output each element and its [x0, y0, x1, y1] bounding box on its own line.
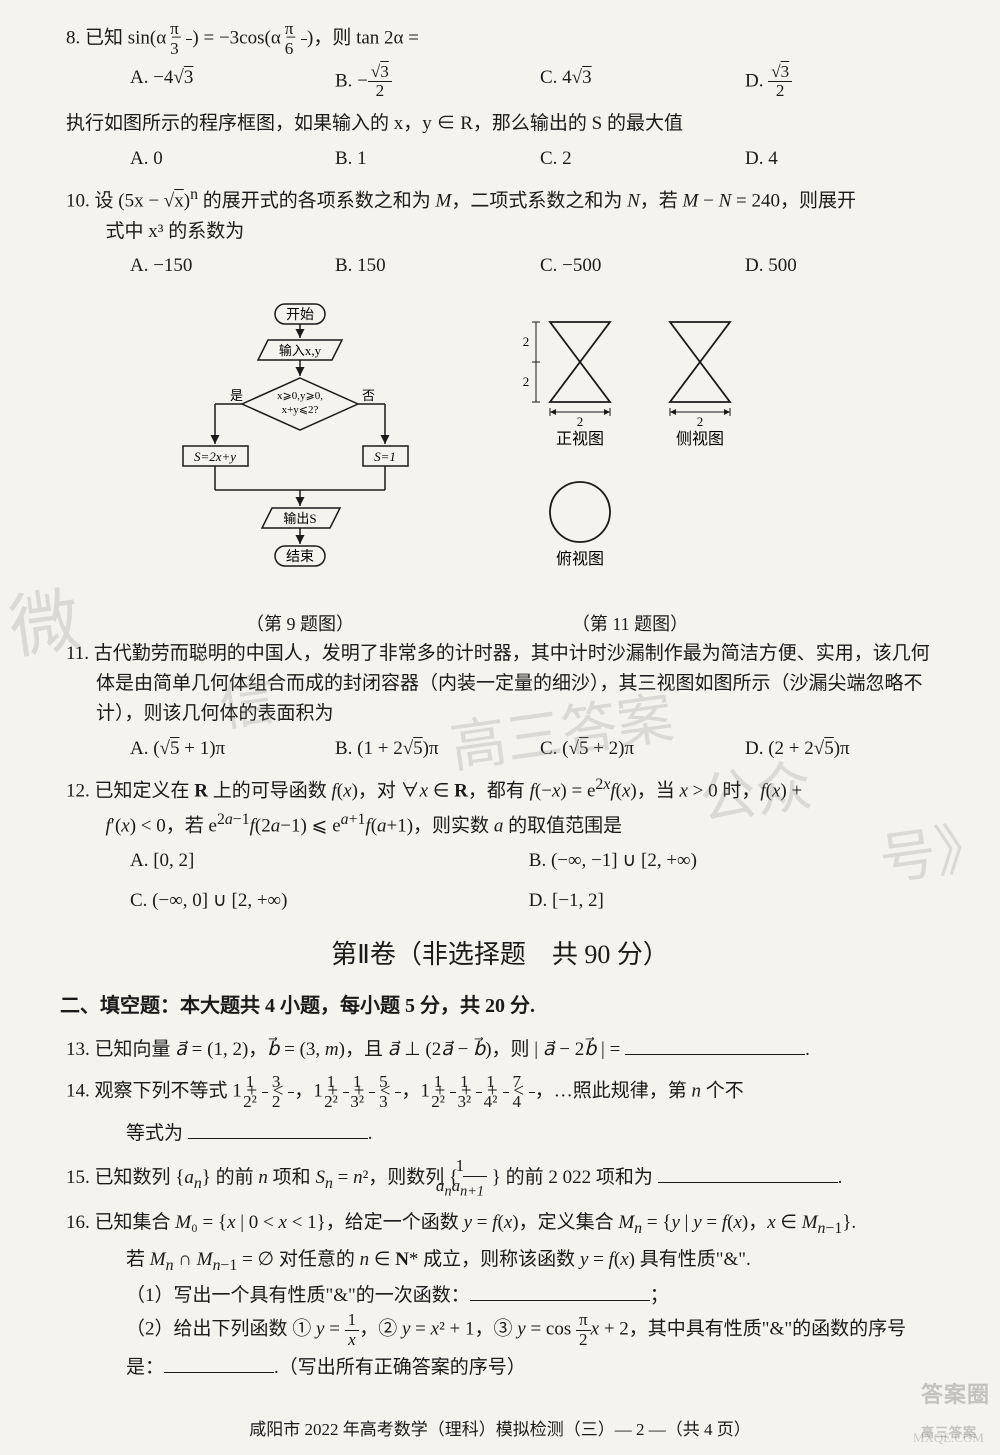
q9-optB: B. 1 — [335, 144, 530, 174]
three-view-svg: 2 2 2 正视图 2 侧 — [500, 297, 760, 597]
flowchart-svg: 开始 输入x,y x⩾0,y⩾0, x+y⩽2? 是 S=2x+y 否 S=1 — [180, 297, 420, 597]
q14-blank — [188, 1116, 368, 1139]
question-9: 执行如图所示的程序框图，如果输入的 x，y ∈ R，那么输出的 S 的最大值 A… — [60, 109, 940, 174]
q12-optC: C. (−∞, 0] ∪ [2, +∞) — [130, 886, 519, 916]
q9-optC: C. 2 — [540, 144, 735, 174]
question-14: 14. 观察下列不等式 1 + 12² < 32，1 + 12² + 13² <… — [60, 1073, 940, 1149]
watermark-site: MXQE.COM — [913, 1428, 984, 1449]
question-11: 11. 古代勤劳而聪明的中国人，发明了非常多的计时器，其中计时沙漏制作最为简洁方… — [60, 639, 940, 765]
q16-blank2 — [164, 1350, 274, 1373]
q8-optB: B. −√32 — [335, 63, 530, 102]
q11-text: 11. 古代勤劳而聪明的中国人，发明了非常多的计时器，其中计时沙漏制作最为简洁方… — [60, 639, 940, 730]
q12-optB: B. (−∞, −1] ∪ [2, +∞) — [529, 846, 918, 876]
q15-text: 15. 已知数列 {an} 的前 n 项和 Sn = n²，则数列 { 1ana… — [60, 1157, 940, 1200]
q14-num: 14. — [66, 1081, 90, 1102]
q11-optD: D. (2 + 2√5)π — [745, 734, 940, 764]
front-label: 正视图 — [556, 430, 604, 448]
q16-text1: 16. 已知集合 M₀ = {x | 0 < x < 1}，给定一个函数 y =… — [60, 1208, 940, 1241]
q16-sub2a: （2）给出下列函数 ① y = 1x，② y = x² + 1，③ y = co… — [60, 1311, 940, 1350]
question-10: 10. 设 (5x − √x)n 的展开式的各项系数之和为 M，二项式系数之和为… — [60, 182, 940, 282]
svg-text:2: 2 — [523, 334, 530, 349]
q16-num: 16. — [66, 1212, 90, 1233]
q9-optD: D. 4 — [745, 144, 940, 174]
q11-optA: A. (√5 + 1)π — [130, 734, 325, 764]
svg-text:x+y⩽2?: x+y⩽2? — [282, 404, 319, 416]
q8-options: A. −4√3 B. −√32 C. 4√3 D. √32 — [60, 63, 940, 102]
question-8: 8. 已知 sin(α − π3) = −3cos(α − π6)，则 tan … — [60, 20, 940, 101]
q10-num: 10. — [66, 190, 90, 211]
q15-blank — [658, 1160, 838, 1183]
q12-optA: A. [0, 2] — [130, 846, 519, 876]
fill-header: 二、填空题：本大题共 4 小题，每小题 5 分，共 20 分. — [60, 990, 940, 1022]
q13-blank — [625, 1032, 805, 1055]
top-label: 俯视图 — [556, 550, 604, 568]
q8-optA: A. −4√3 — [130, 63, 325, 102]
fc-end: 结束 — [286, 549, 314, 565]
q10-optC: C. −500 — [540, 251, 735, 281]
svg-text:2: 2 — [577, 414, 584, 429]
flowchart-q9: 开始 输入x,y x⩾0,y⩾0, x+y⩽2? 是 S=2x+y 否 S=1 — [180, 297, 420, 638]
section-2-title: 第Ⅱ卷（非选择题 共 90 分） — [60, 934, 940, 976]
question-13: 13. 已知向量 a⃗ = (1, 2)，b⃗ = (3, m)，且 a⃗ ⊥ … — [60, 1032, 940, 1065]
page-footer: 咸阳市 2022 年高考数学（理科）模拟检测（三）— 2 —（共 4 页） — [60, 1416, 940, 1443]
q9-text: 执行如图所示的程序框图，如果输入的 x，y ∈ R，那么输出的 S 的最大值 — [60, 109, 940, 139]
svg-text:2: 2 — [697, 414, 704, 429]
q10-text: 10. 设 (5x − √x)n 的展开式的各项系数之和为 M，二项式系数之和为… — [60, 182, 940, 247]
q8-optC: C. 4√3 — [540, 63, 735, 102]
q11-optB: B. (1 + 2√5)π — [335, 734, 530, 764]
q11-options: A. (√5 + 1)π B. (1 + 2√5)π C. (√5 + 2)π … — [60, 734, 940, 764]
q15-num: 15. — [66, 1167, 90, 1188]
fc-input: 输入x,y — [279, 343, 322, 358]
q13-text: 13. 已知向量 a⃗ = (1, 2)，b⃗ = (3, m)，且 a⃗ ⊥ … — [60, 1032, 940, 1065]
fc-start: 开始 — [286, 307, 314, 323]
q8-text: 8. 已知 sin(α − π3) = −3cos(α − π6)，则 tan … — [60, 20, 940, 59]
diagram-row: 开始 输入x,y x⩾0,y⩾0, x+y⩽2? 是 S=2x+y 否 S=1 — [60, 289, 940, 638]
q10-optD: D. 500 — [745, 251, 940, 281]
q12-options: A. [0, 2] B. (−∞, −1] ∪ [2, +∞) C. (−∞, … — [60, 846, 940, 917]
question-15: 15. 已知数列 {an} 的前 n 项和 Sn = n²，则数列 { 1ana… — [60, 1157, 940, 1200]
question-12: 12. 已知定义在 R 上的可导函数 f(x)，对 ∀x ∈ R，都有 f(−x… — [60, 772, 940, 916]
q8-optD: D. √32 — [745, 63, 940, 102]
q12-num: 12. — [66, 781, 90, 802]
svg-text:2: 2 — [523, 374, 530, 389]
q10-optA: A. −150 — [130, 251, 325, 281]
fc-output: 输出S — [283, 511, 316, 526]
q11-num: 11. — [66, 643, 89, 664]
three-view-q11: 2 2 2 正视图 2 侧 — [500, 297, 760, 638]
q12-optD: D. [−1, 2] — [529, 886, 918, 916]
q14-text2: 等式为 . — [60, 1116, 940, 1149]
fc-s1: S=2x+y — [194, 449, 236, 464]
svg-text:x⩾0,y⩾0,: x⩾0,y⩾0, — [277, 390, 323, 402]
q8-num: 8. — [66, 28, 80, 49]
q9-optA: A. 0 — [130, 144, 325, 174]
fc-no: 否 — [362, 388, 375, 403]
fc-s2: S=1 — [374, 449, 396, 464]
q16-blank1 — [470, 1278, 650, 1301]
q14-text: 14. 观察下列不等式 1 + 12² < 32，1 + 12² + 13² <… — [60, 1073, 940, 1112]
q13-num: 13. — [66, 1039, 90, 1060]
fc-yes: 是 — [230, 388, 243, 403]
flowchart-caption: （第 9 题图） — [180, 610, 420, 639]
q9-options: A. 0 B. 1 C. 2 D. 4 — [60, 144, 940, 174]
q12-text: 12. 已知定义在 R 上的可导函数 f(x)，对 ∀x ∈ R，都有 f(−x… — [60, 772, 940, 841]
question-16: 16. 已知集合 M₀ = {x | 0 < x < 1}，给定一个函数 y =… — [60, 1208, 940, 1383]
three-view-caption: （第 11 题图） — [500, 610, 760, 639]
q16-text2: 若 Mn ∩ Mn−1 = ∅ 对任意的 n ∈ N* 成立，则称该函数 y =… — [60, 1245, 940, 1278]
q16-sub1: （1）写出一个具有性质"&"的一次函数：； — [60, 1278, 940, 1311]
side-label: 侧视图 — [676, 430, 724, 448]
q10-optB: B. 150 — [335, 251, 530, 281]
q16-sub2b: 是：.（写出所有正确答案的序号） — [60, 1350, 940, 1383]
q11-optC: C. (√5 + 2)π — [540, 734, 735, 764]
q10-options: A. −150 B. 150 C. −500 D. 500 — [60, 251, 940, 281]
